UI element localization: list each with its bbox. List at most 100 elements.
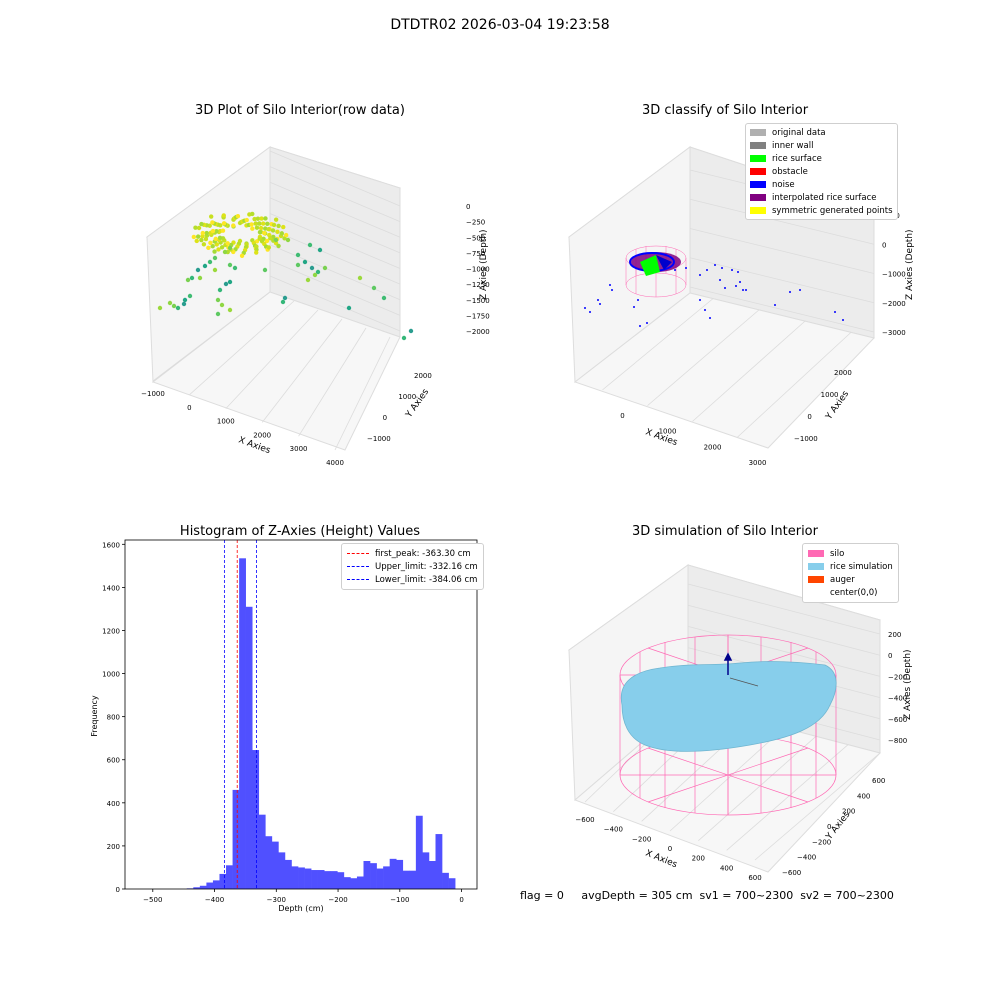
surface-point (216, 247, 221, 252)
panel4-ytick: 400 (857, 792, 870, 800)
panel4-tick-labels: −600−400−2000200400600−600−400−200020040… (575, 631, 907, 880)
panel4-ztick: 0 (888, 652, 892, 660)
histogram-bar (343, 877, 351, 889)
histogram-ytick: 200 (107, 843, 120, 851)
panel2-ytick: −1000 (794, 435, 818, 443)
surface-point (273, 217, 279, 222)
surface-point (220, 228, 226, 233)
panel2-xtick: 1000 (659, 428, 677, 436)
panel1-gridlines (152, 150, 401, 451)
raw-point (401, 335, 407, 341)
noise-point (589, 311, 591, 313)
raw-point (227, 307, 233, 313)
histogram-bar (370, 863, 377, 889)
raw-point (182, 297, 188, 303)
surface-point (271, 222, 277, 228)
swatch-inner-wall (750, 142, 766, 149)
swatch-auger (808, 576, 824, 583)
surface-point (208, 240, 213, 246)
histogram-bar (350, 878, 358, 889)
surface-point (194, 238, 199, 244)
panel3-title: Histogram of Z-Axies (Height) Values (179, 524, 421, 539)
panel2-noise-points (584, 264, 844, 327)
histogram-ytick: 1600 (102, 541, 120, 549)
panel1-tick-labels: −1000 0 1000 2000 3000 4000 −1000 0 1000 2000 0 −25… (141, 203, 490, 467)
noise-point (599, 303, 601, 305)
simulation-3d: −600−400−2000200400600−600−400−200020040… (567, 564, 913, 880)
raw-point (312, 272, 318, 278)
surface-point (204, 230, 209, 236)
panel2-title: 3D classify of Silo Interior (641, 103, 809, 118)
histogram-bar (219, 873, 227, 889)
histogram-bar (226, 865, 233, 889)
panel4-title: 3D simulation of Silo Interior (632, 524, 818, 539)
panel4-ytick: −600 (782, 869, 801, 877)
histogram-bar (376, 868, 384, 889)
surface-point (210, 228, 216, 234)
raw-point (227, 279, 233, 285)
noise-point (731, 269, 733, 271)
noise-point (709, 317, 711, 319)
histogram-xtick: −200 (328, 896, 347, 904)
surface-point (195, 234, 201, 239)
panel4-legend: silo rice simulation auger center(0,0) (802, 543, 899, 603)
panel2-ztick: −3000 (882, 329, 906, 337)
noise-point (742, 289, 744, 291)
histogram-x-ticks: −500 −400 −300 −200 −100 0 (143, 889, 464, 904)
histogram-bar (415, 815, 423, 889)
legend-obstacle: obstacle (750, 165, 893, 178)
histogram-bar (258, 814, 266, 889)
panel1-ytick: −1000 (367, 435, 391, 443)
raw-point (357, 275, 363, 281)
panel2-xtick: 0 (620, 412, 624, 420)
surface-point (276, 223, 281, 229)
surface-point (255, 216, 261, 221)
surface-point (191, 234, 197, 240)
surface-point (279, 231, 285, 236)
histogram-bar (317, 870, 325, 889)
panel2-ztick: 0 (882, 241, 886, 249)
histogram-bar (422, 852, 430, 889)
panel1-ztick: −250 (466, 219, 485, 227)
swatch-rice-simulation (808, 563, 824, 570)
noise-point (597, 299, 599, 301)
surface-point (270, 228, 276, 233)
panel1-ztick: −750 (466, 250, 485, 258)
surface-point (239, 253, 245, 258)
panel1-ztick: −1500 (466, 297, 490, 305)
noise-point (735, 285, 737, 287)
panel1-xtick: 3000 (290, 445, 308, 453)
noise-point (637, 299, 639, 301)
raw-point (215, 297, 221, 303)
histogram-bar (428, 860, 436, 889)
panel1-ztick: −1750 (466, 312, 490, 320)
panel2-ztick: −1000 (882, 271, 906, 279)
histogram-bar (383, 866, 390, 889)
panel4-ytick: −400 (797, 854, 816, 862)
histogram-bar (232, 789, 240, 889)
panel1-ytick: 0 (383, 414, 387, 422)
histogram-ytick: 800 (107, 714, 120, 722)
histogram-ytick: 600 (107, 757, 120, 765)
legend-rice-surface: rice surface (750, 152, 893, 165)
histogram-xtick: −400 (205, 896, 224, 904)
panel2-legend: original data inner wall rice surface ob… (745, 123, 898, 220)
histogram-bar (304, 868, 312, 889)
panel1-title: 3D Plot of Silo Interior(row data) (195, 103, 405, 118)
panel4-ztick: −400 (888, 695, 907, 703)
surface-point (199, 221, 204, 227)
swatch-original-data (750, 129, 766, 136)
histogram-bar (396, 859, 404, 889)
raw-point (195, 267, 201, 273)
surface-point (262, 230, 267, 236)
legend-interpolated-rice-surface: interpolated rice surface (750, 191, 893, 204)
swatch-rice-surface (750, 155, 766, 162)
noise-point (633, 306, 635, 308)
raw-point (215, 311, 221, 317)
surface-point (244, 217, 249, 223)
noise-point (699, 299, 701, 301)
histogram-bar (212, 880, 220, 889)
histogram-ytick: 1400 (102, 584, 120, 592)
raw-point (202, 263, 208, 269)
panel4-xlabel: X Axies (644, 849, 679, 871)
